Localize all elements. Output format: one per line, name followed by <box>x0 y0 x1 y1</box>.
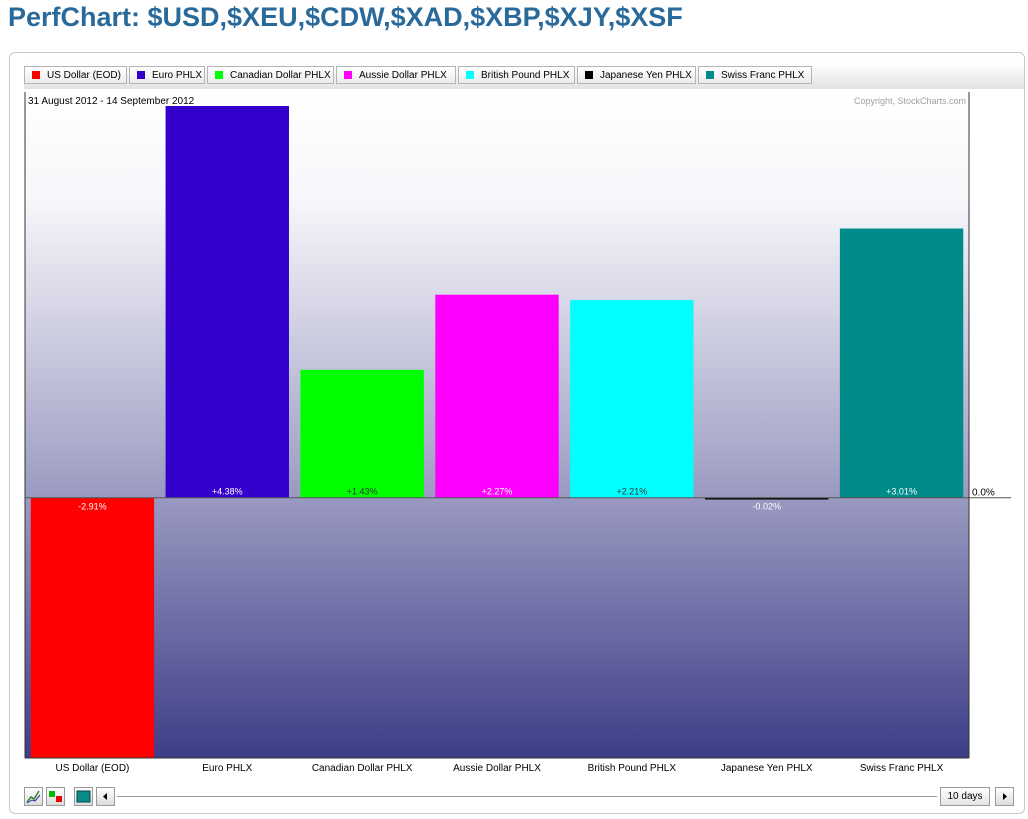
histogram-button[interactable] <box>74 787 93 806</box>
scroll-track[interactable] <box>117 796 937 797</box>
bar-6 <box>705 497 829 500</box>
legend-item-3[interactable]: Canadian Dollar PHLX <box>207 66 334 84</box>
line-chart-icon <box>26 790 41 804</box>
legend-swatch <box>32 71 40 79</box>
x-tick-label: Canadian Dollar PHLX <box>312 763 413 774</box>
bar-3 <box>300 369 424 498</box>
legend-swatch <box>466 71 474 79</box>
x-tick-label: US Dollar (EOD) <box>55 763 129 774</box>
bar-5 <box>570 300 694 498</box>
scroll-right-icon <box>1003 793 1007 800</box>
copyright-label: Copyright, StockCharts.com <box>854 96 966 106</box>
legend-label: Aussie Dollar PHLX <box>359 70 447 81</box>
legend-item-4[interactable]: Aussie Dollar PHLX <box>336 66 456 84</box>
x-tick-label: Aussie Dollar PHLX <box>453 763 541 774</box>
bar-value-label: +4.38% <box>212 487 243 497</box>
bar-value-label: +3.01% <box>886 487 917 497</box>
bar-1 <box>30 497 155 758</box>
legend-swatch <box>137 71 145 79</box>
bar-value-label: -2.91% <box>78 502 107 512</box>
legend-swatch <box>706 71 714 79</box>
scroll-left-button[interactable] <box>96 787 115 806</box>
line-chart-button[interactable] <box>24 787 43 806</box>
bar-value-label: +1.43% <box>347 487 378 497</box>
scroll-left-icon <box>103 793 107 800</box>
bar-7 <box>839 228 964 498</box>
zero-axis-label: 0.0% <box>972 488 995 499</box>
bar-4 <box>435 294 559 498</box>
legend-label: Canadian Dollar PHLX <box>230 70 331 81</box>
legend-item-7[interactable]: Swiss Franc PHLX <box>698 66 812 84</box>
legend-swatch <box>585 71 593 79</box>
legend-item-2[interactable]: Euro PHLX <box>129 66 205 84</box>
bar-value-label: +2.27% <box>482 487 513 497</box>
legend-swatch <box>344 71 352 79</box>
page-title: PerfChart: $USD,$XEU,$CDW,$XAD,$XBP,$XJY… <box>8 2 683 32</box>
bar-value-label: -0.02% <box>752 502 781 512</box>
legend-label: Swiss Franc PHLX <box>721 70 805 81</box>
x-tick-label: Euro PHLX <box>202 763 252 774</box>
legend-bar: US Dollar (EOD) Euro PHLX Canadian Dollar … <box>24 63 1024 89</box>
x-tick-label: Japanese Yen PHLX <box>721 763 813 774</box>
legend-label: US Dollar (EOD) <box>47 70 121 81</box>
bar-chart-icon <box>49 791 62 802</box>
legend-label: Euro PHLX <box>152 70 203 81</box>
legend-item-6[interactable]: Japanese Yen PHLX <box>577 66 696 84</box>
bar-2 <box>165 106 289 498</box>
legend-label: Japanese Yen PHLX <box>600 70 692 81</box>
date-range-label: 31 August 2012 - 14 September 2012 <box>28 96 195 107</box>
legend-item-1[interactable]: US Dollar (EOD) <box>24 66 127 84</box>
scroll-right-button[interactable] <box>995 787 1014 806</box>
x-tick-label: Swiss Franc PHLX <box>860 763 944 774</box>
histogram-icon <box>76 790 91 803</box>
bar-chart-button[interactable] <box>46 787 65 806</box>
legend-label: British Pound PHLX <box>481 70 570 81</box>
bar-value-label: +2.21% <box>616 487 647 497</box>
legend-item-5[interactable]: British Pound PHLX <box>458 66 575 84</box>
period-selector[interactable]: 10 days <box>940 787 990 806</box>
x-tick-label: British Pound PHLX <box>588 763 677 774</box>
legend-swatch <box>215 71 223 79</box>
